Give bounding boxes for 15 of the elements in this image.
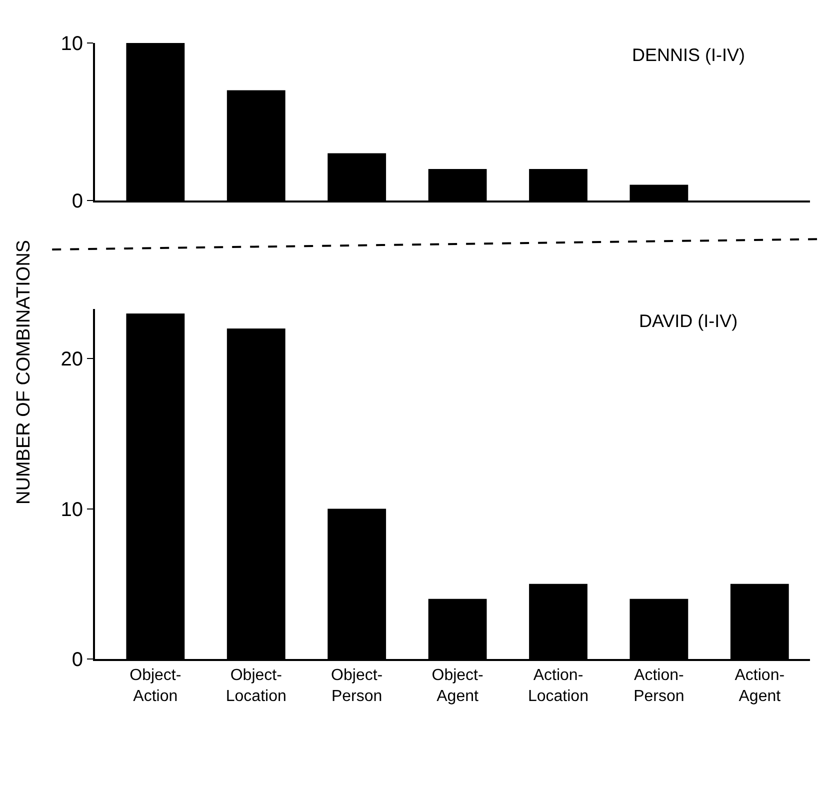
chart-title: DENNIS (I-IV) (632, 45, 746, 65)
x-tick-label: Object-Agent (432, 667, 484, 705)
y-tick-label: 0 (72, 190, 83, 212)
x-tick-label: Object-Action (130, 667, 182, 705)
x-tick-label: Object-Location (226, 667, 286, 705)
chart-title: DAVID (I-IV) (639, 311, 738, 331)
y-tick-label: 20 (60, 348, 83, 371)
x-tick-label: Action-Person (634, 667, 684, 705)
y-axis-title: NUMBER OF COMBINATIONS (14, 240, 34, 504)
y-tick-label: 10 (60, 33, 83, 55)
x-tick-label: Object-Person (331, 667, 383, 705)
x-tick-label: Action-Location (528, 667, 588, 705)
x-tick-label: Action-Agent (734, 667, 785, 705)
y-tick-label: 0 (72, 649, 83, 671)
y-tick-label: 10 (60, 498, 83, 521)
